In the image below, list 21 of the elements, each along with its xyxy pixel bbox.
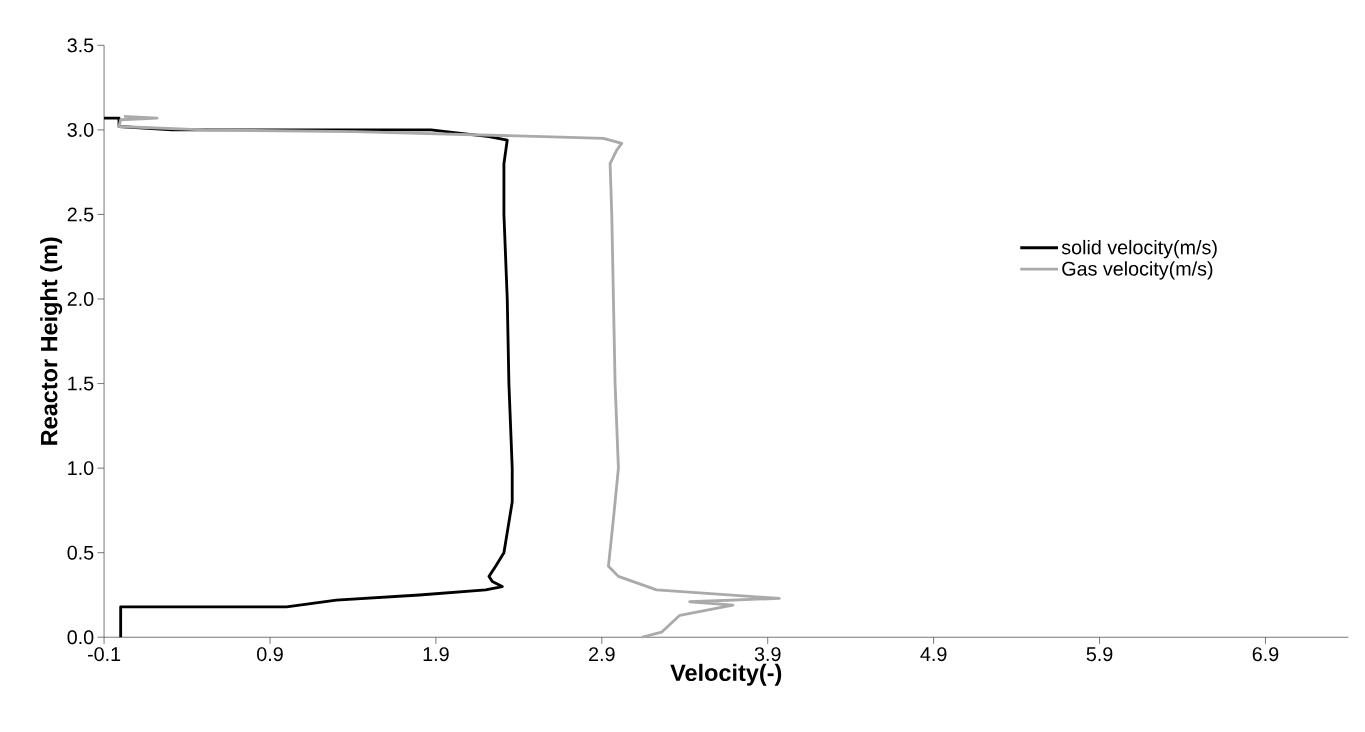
legend-label: solid velocity(m/s) bbox=[1061, 240, 1217, 259]
y-tick-label: 1.5 bbox=[68, 376, 94, 391]
y-axis-title: Reactor Height (m) bbox=[40, 237, 63, 445]
y-tick-label: 2.0 bbox=[67, 292, 94, 307]
y-tick-label: 0.5 bbox=[67, 545, 94, 560]
y-tick-label: 3.0 bbox=[67, 123, 94, 138]
x-tick-label: 2.9 bbox=[589, 647, 615, 662]
x-tick-label: 4.9 bbox=[920, 647, 947, 662]
x-tick-label: 3.9 bbox=[754, 647, 781, 662]
x-tick-label: 6.9 bbox=[1252, 647, 1279, 662]
y-tick-label: 3.5 bbox=[67, 38, 94, 53]
line-series bbox=[117, 115, 781, 639]
y-tick-label: 2.5 bbox=[67, 207, 94, 222]
x-tick-label: -0.1 bbox=[87, 647, 121, 662]
y-tick-label: 1.0 bbox=[68, 461, 94, 476]
legend-label: Gas velocity(m/s) bbox=[1062, 261, 1213, 280]
x-tick-label: 1.9 bbox=[423, 647, 449, 662]
x-axis-title: Velocity(-) bbox=[670, 664, 782, 686]
y-tick-label: 0.0 bbox=[67, 630, 94, 645]
x-tick-label: 0.9 bbox=[257, 647, 283, 662]
x-tick-label: 5.9 bbox=[1086, 647, 1113, 662]
